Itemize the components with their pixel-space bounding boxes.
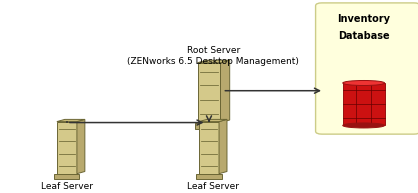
Polygon shape bbox=[343, 83, 385, 125]
Polygon shape bbox=[221, 60, 230, 123]
Bar bbox=[196, 174, 222, 179]
Polygon shape bbox=[57, 122, 77, 174]
Ellipse shape bbox=[343, 123, 385, 128]
Bar bbox=[54, 174, 79, 179]
Polygon shape bbox=[197, 63, 221, 123]
Text: Inventory: Inventory bbox=[337, 14, 390, 24]
Polygon shape bbox=[199, 119, 227, 122]
Text: Leaf Server: Leaf Server bbox=[41, 182, 93, 191]
Polygon shape bbox=[199, 122, 219, 174]
Polygon shape bbox=[77, 119, 85, 174]
Ellipse shape bbox=[343, 80, 385, 85]
Text: Root Server: Root Server bbox=[186, 46, 240, 55]
Polygon shape bbox=[197, 60, 230, 63]
FancyBboxPatch shape bbox=[316, 3, 418, 134]
Text: Database: Database bbox=[338, 31, 390, 41]
Text: (ZENworks 6.5 Desktop Management): (ZENworks 6.5 Desktop Management) bbox=[127, 57, 299, 66]
Text: Leaf Server: Leaf Server bbox=[187, 182, 239, 191]
Polygon shape bbox=[219, 119, 227, 174]
Bar bbox=[195, 123, 223, 129]
Polygon shape bbox=[57, 119, 85, 122]
